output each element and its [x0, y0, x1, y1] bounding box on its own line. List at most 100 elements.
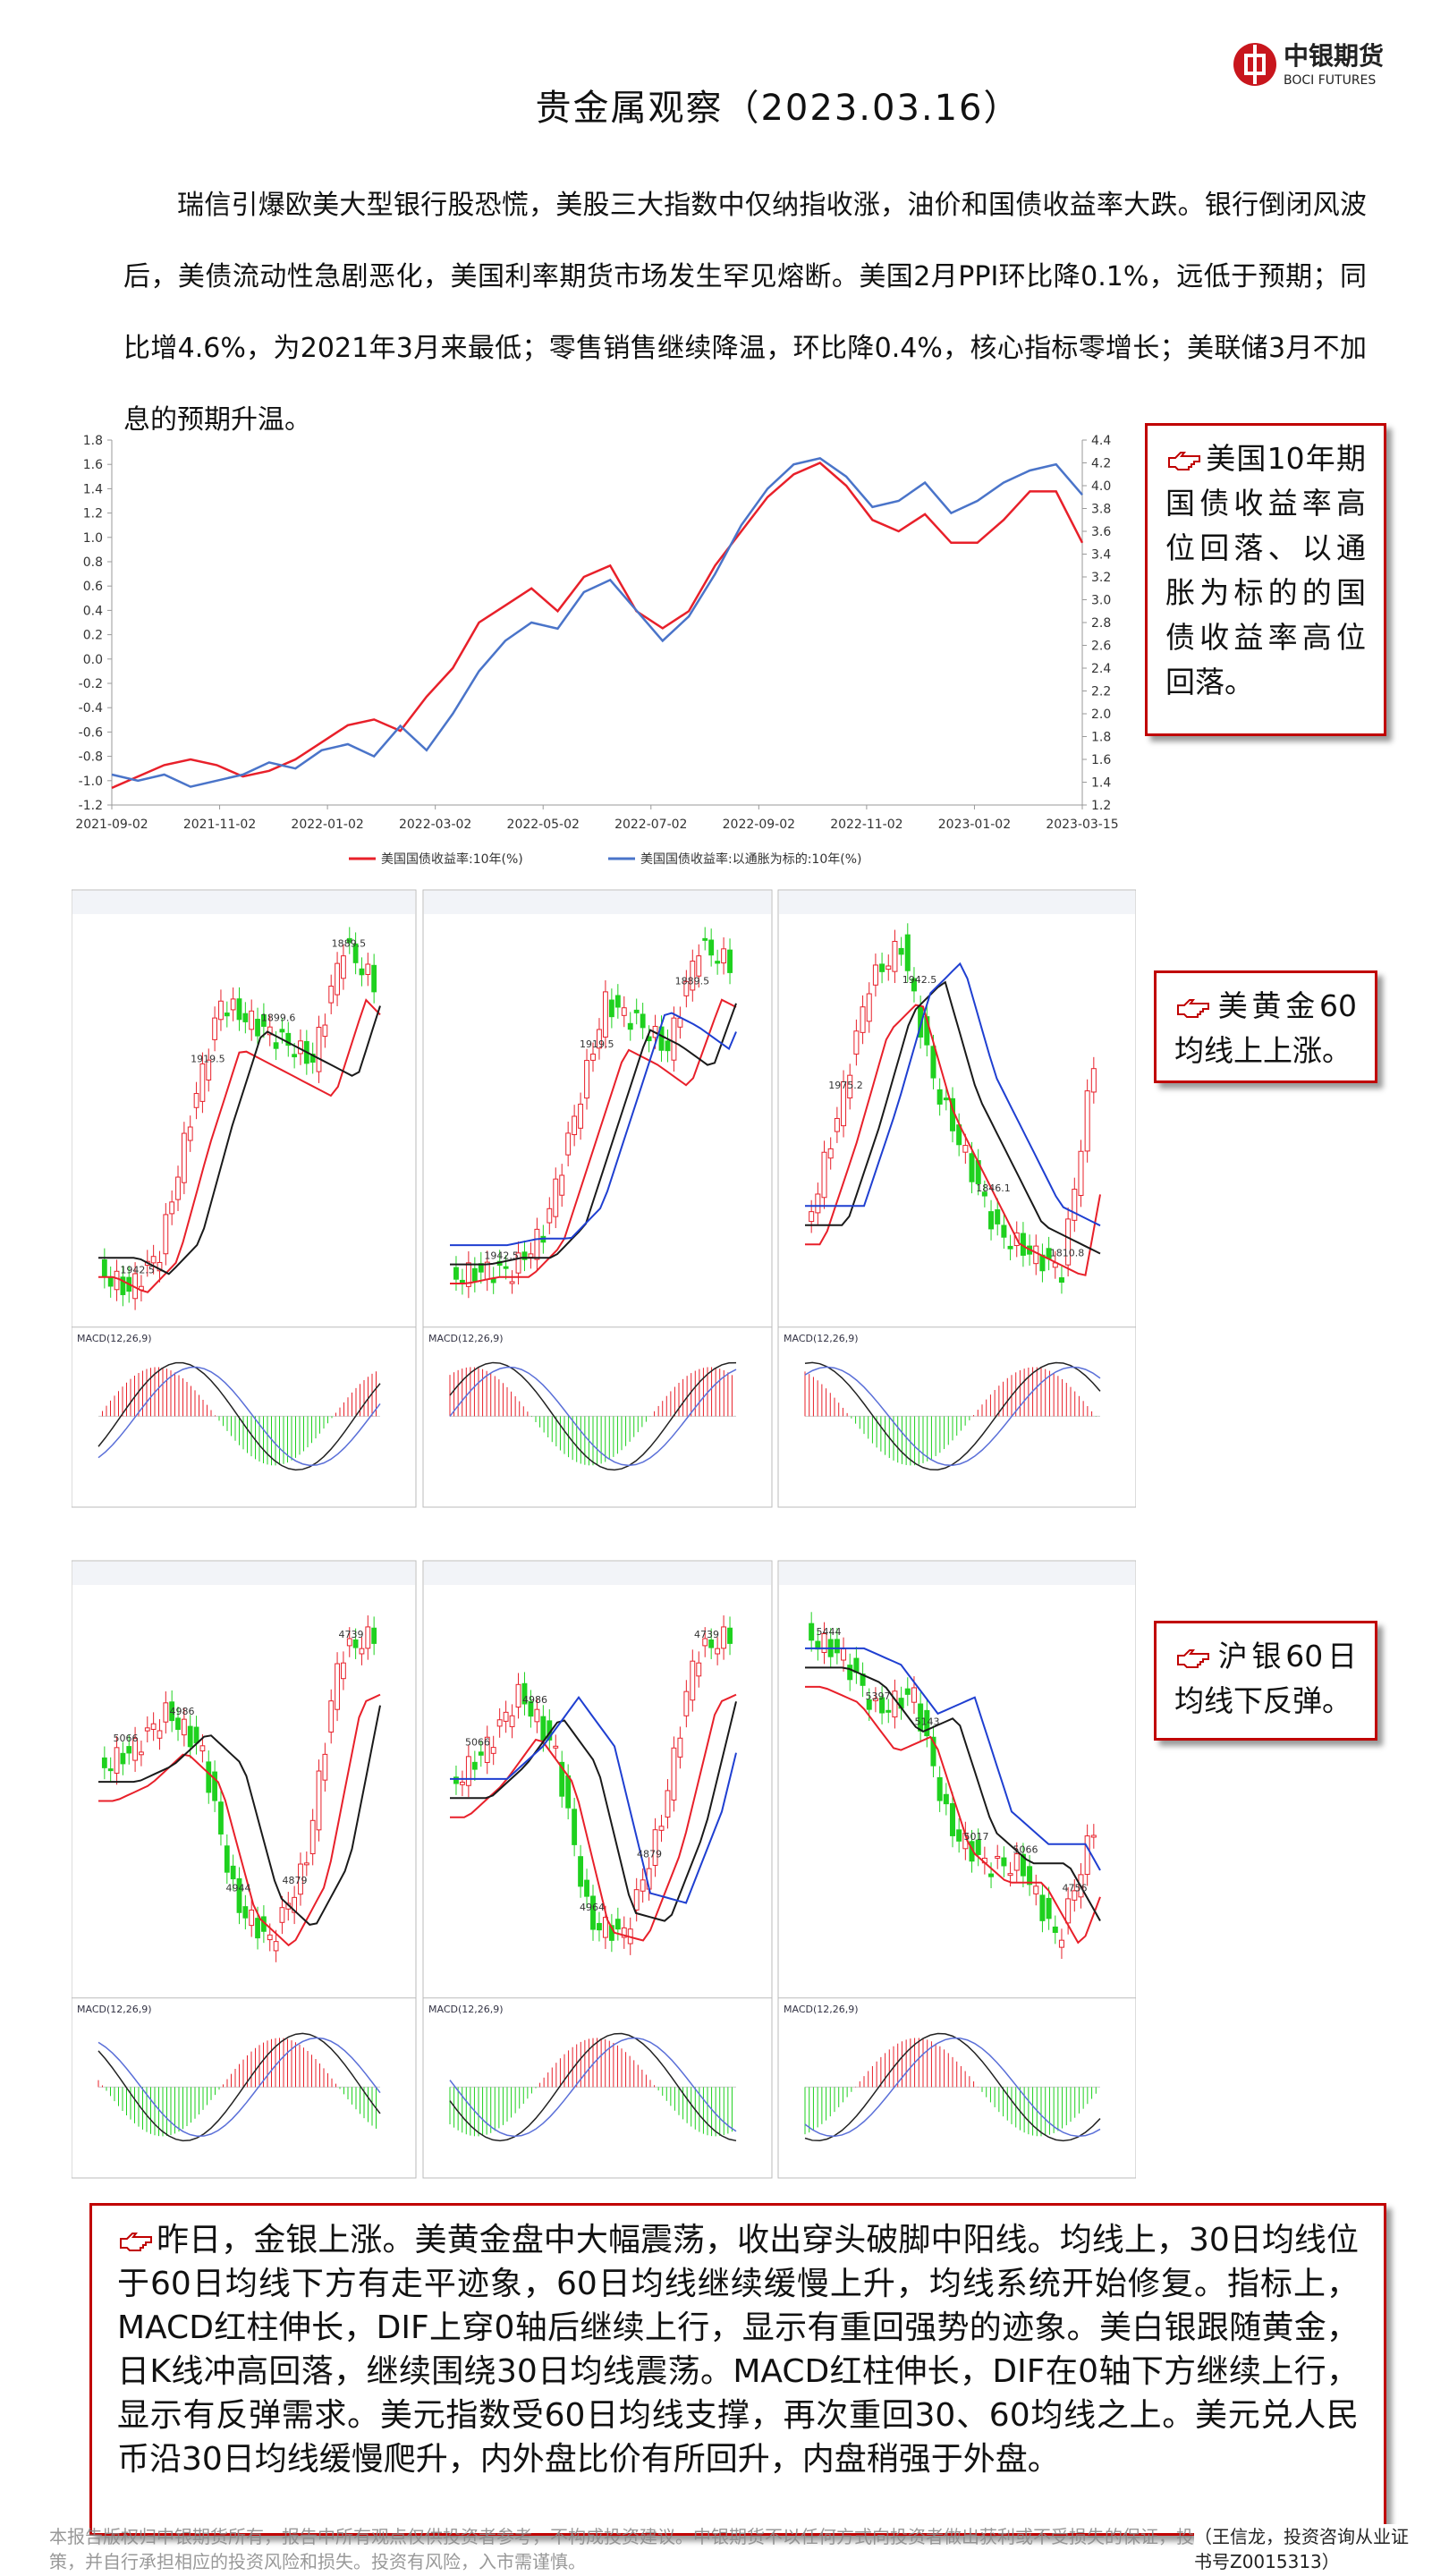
moving-average	[805, 980, 1101, 1255]
macd-label: MACD(12,26,9)	[77, 1333, 152, 1344]
candle	[847, 1665, 853, 1681]
candle	[150, 1256, 157, 1264]
price-label: 1975.2	[828, 1080, 863, 1091]
dea-line	[97, 2037, 381, 2138]
candle	[484, 1736, 490, 1763]
candle	[453, 1267, 459, 1280]
legend-label: 美国国债收益率:以通胀为标的:10年(%)	[640, 852, 861, 867]
candle	[218, 1801, 224, 1835]
moving-average	[805, 1647, 1101, 1871]
candle	[509, 1715, 515, 1727]
macd-label: MACD(12,26,9)	[784, 2004, 859, 2015]
candle	[335, 1663, 340, 1710]
candle	[918, 1006, 924, 1038]
candle	[956, 1829, 962, 1842]
candle	[465, 1756, 471, 1786]
candle	[949, 1802, 956, 1836]
candle	[702, 1638, 708, 1647]
macd-label: MACD(12,26,9)	[77, 2004, 152, 2015]
candle	[1084, 1090, 1090, 1152]
price-label: 5444	[817, 1626, 842, 1638]
candle	[640, 1013, 646, 1029]
candle	[809, 1211, 815, 1223]
panel-header	[424, 1562, 771, 1585]
price-label: 4879	[283, 1875, 308, 1886]
macd-label: MACD(12,26,9)	[428, 1333, 504, 1344]
moving-average	[98, 998, 381, 1293]
candle	[528, 1700, 534, 1717]
candle	[898, 947, 904, 955]
x-tick-label: 2021-09-02	[75, 818, 148, 832]
candle	[924, 1709, 930, 1737]
candle	[721, 948, 727, 964]
candle	[677, 1017, 683, 1028]
candle	[267, 1934, 273, 1941]
candle	[199, 1745, 206, 1752]
y-tick-label: 0.0	[83, 653, 103, 667]
dif-line	[804, 2032, 1101, 2142]
candle	[1039, 1894, 1046, 1921]
candle	[584, 1060, 589, 1099]
candle	[298, 1863, 303, 1895]
dea-line	[97, 1366, 381, 1467]
candle	[911, 978, 917, 992]
candle	[553, 1745, 559, 1749]
dif-line	[97, 1361, 381, 1471]
y2-tick-label: 1.4	[1091, 776, 1111, 791]
hand-icon	[1168, 451, 1200, 470]
y2-tick-label: 4.0	[1091, 479, 1111, 494]
candle	[981, 1191, 987, 1197]
hand-icon	[120, 2233, 152, 2251]
candle	[1072, 1189, 1078, 1221]
candle	[995, 1855, 1001, 1859]
candle	[886, 965, 892, 970]
candle	[352, 943, 359, 963]
panel-header	[779, 1562, 1135, 1585]
price-label: 1942.5	[120, 1264, 155, 1275]
candle	[534, 1228, 540, 1260]
price-label: 1889.5	[332, 938, 367, 950]
candle	[341, 1662, 346, 1680]
candle	[943, 1793, 949, 1805]
candle	[365, 1626, 371, 1649]
callout: 美国10年期国债收益率高位回落、以通胀为标的的国债收益率高位回落。	[1145, 423, 1386, 736]
candle	[328, 986, 335, 1004]
candle	[365, 963, 371, 975]
candle	[847, 1074, 853, 1099]
analyst: （王信龙，投资咨询从业证书号Z0015313）	[1194, 2524, 1418, 2574]
candle	[509, 1281, 515, 1284]
panel-frame	[777, 889, 1136, 1508]
panel-header	[424, 891, 771, 914]
price-label: 4739	[339, 1629, 364, 1640]
price-label: 5397	[866, 1690, 891, 1702]
candle	[590, 1895, 596, 1930]
candle	[671, 1747, 677, 1801]
candle	[565, 1132, 572, 1156]
candle	[292, 1054, 298, 1058]
title: 贵金属观察（2023.03.16）	[535, 88, 1021, 129]
candle	[602, 1917, 608, 1938]
kline-panel: MACD(12,26,9) 1975.2 1942.5 1846.1 1810.8	[777, 889, 1136, 1508]
candle	[478, 1751, 484, 1756]
candle	[911, 1687, 917, 1703]
candle	[715, 1648, 721, 1655]
candle	[547, 1208, 553, 1224]
candle	[821, 1633, 827, 1653]
candle	[260, 1013, 267, 1027]
moving-average	[450, 1693, 737, 1942]
candle	[230, 998, 236, 1011]
candle	[193, 1726, 199, 1744]
logo-name: 中银期货	[1284, 41, 1384, 71]
candle	[212, 1771, 218, 1801]
candle	[316, 1026, 322, 1072]
candle	[553, 1178, 559, 1217]
x-tick-label: 2022-05-02	[507, 818, 580, 832]
candle	[853, 1657, 860, 1674]
callout-text: 美国10年期国债收益率高位回落、以通胀为标的的国债收益率高位回落。	[1165, 441, 1366, 699]
candle	[809, 1623, 815, 1641]
series-line	[111, 457, 1083, 788]
candle	[157, 1730, 163, 1739]
candle	[1090, 1835, 1097, 1838]
candle	[1013, 1853, 1020, 1871]
candle	[206, 1761, 212, 1793]
